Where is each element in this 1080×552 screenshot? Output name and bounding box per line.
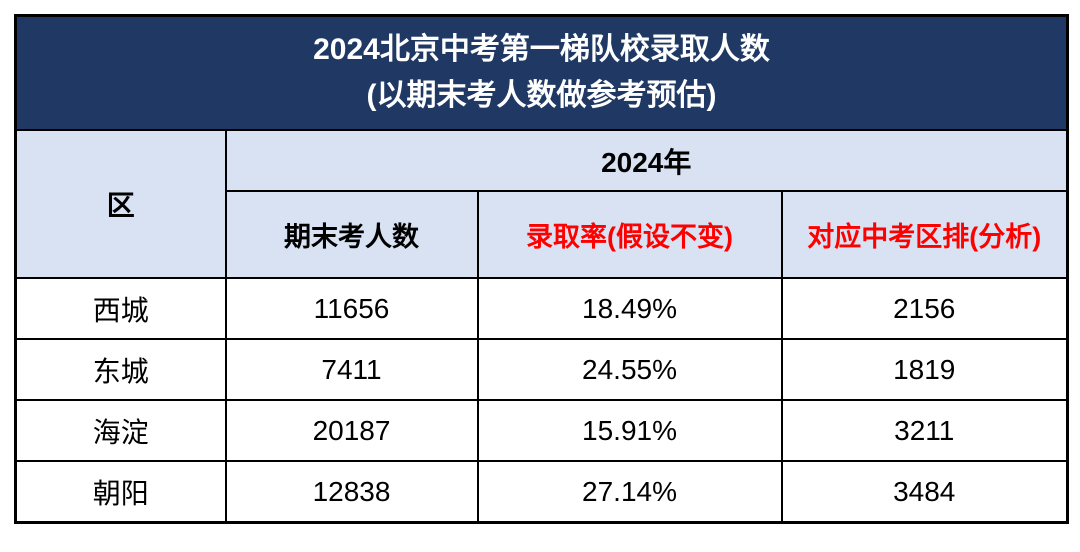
district-rank-value: 1819: [780, 338, 1069, 401]
admissions-table: 2024北京中考第一梯队校录取人数 (以期末考人数做参考预估) 区 2024年 …: [14, 14, 1069, 524]
exam-count-value: 11656: [224, 277, 479, 340]
admission-rate-value: 18.49%: [476, 277, 783, 340]
district-name: 海淀: [14, 399, 227, 462]
district-rank-value: 3211: [780, 399, 1069, 462]
table-row-haidian: 海淀 20187 15.91% 3211: [14, 399, 1069, 462]
year-header: 2024年: [224, 129, 1069, 192]
district-name: 东城: [14, 338, 227, 401]
year-header-row: 区 2024年: [14, 129, 1069, 279]
district-name: 西城: [14, 277, 227, 340]
region-column-header: 区: [14, 129, 227, 279]
table-title: 2024北京中考第一梯队校录取人数 (以期末考人数做参考预估): [14, 14, 1069, 131]
exam-count-value: 7411: [224, 338, 479, 401]
admission-rate-value: 24.55%: [476, 338, 783, 401]
column-header-district-rank: 对应中考区排(分析): [780, 190, 1069, 279]
exam-count-value: 20187: [224, 399, 479, 462]
admission-rate-value: 27.14%: [476, 460, 783, 524]
table-title-line2: (以期末考人数做参考预估): [366, 79, 717, 112]
column-header-admission-rate: 录取率(假设不变): [476, 190, 783, 279]
table-row-chaoyang: 朝阳 12838 27.14% 3484: [14, 460, 1069, 524]
table-row-dongcheng: 东城 7411 24.55% 1819: [14, 338, 1069, 401]
sub-header-row: 期末考人数 录取率(假设不变) 对应中考区排(分析): [16, 190, 1069, 279]
district-name: 朝阳: [14, 460, 227, 524]
district-rank-value: 2156: [780, 277, 1069, 340]
exam-count-value: 12838: [224, 460, 479, 524]
table-title-line1: 2024北京中考第一梯队校录取人数: [313, 32, 770, 66]
table-row-xicheng: 西城 11656 18.49% 2156: [14, 277, 1069, 340]
admission-rate-value: 15.91%: [476, 399, 783, 462]
column-header-exam-count: 期末考人数: [224, 190, 479, 279]
district-rank-value: 3484: [780, 460, 1069, 524]
title-row: 2024北京中考第一梯队校录取人数 (以期末考人数做参考预估): [14, 14, 1069, 131]
